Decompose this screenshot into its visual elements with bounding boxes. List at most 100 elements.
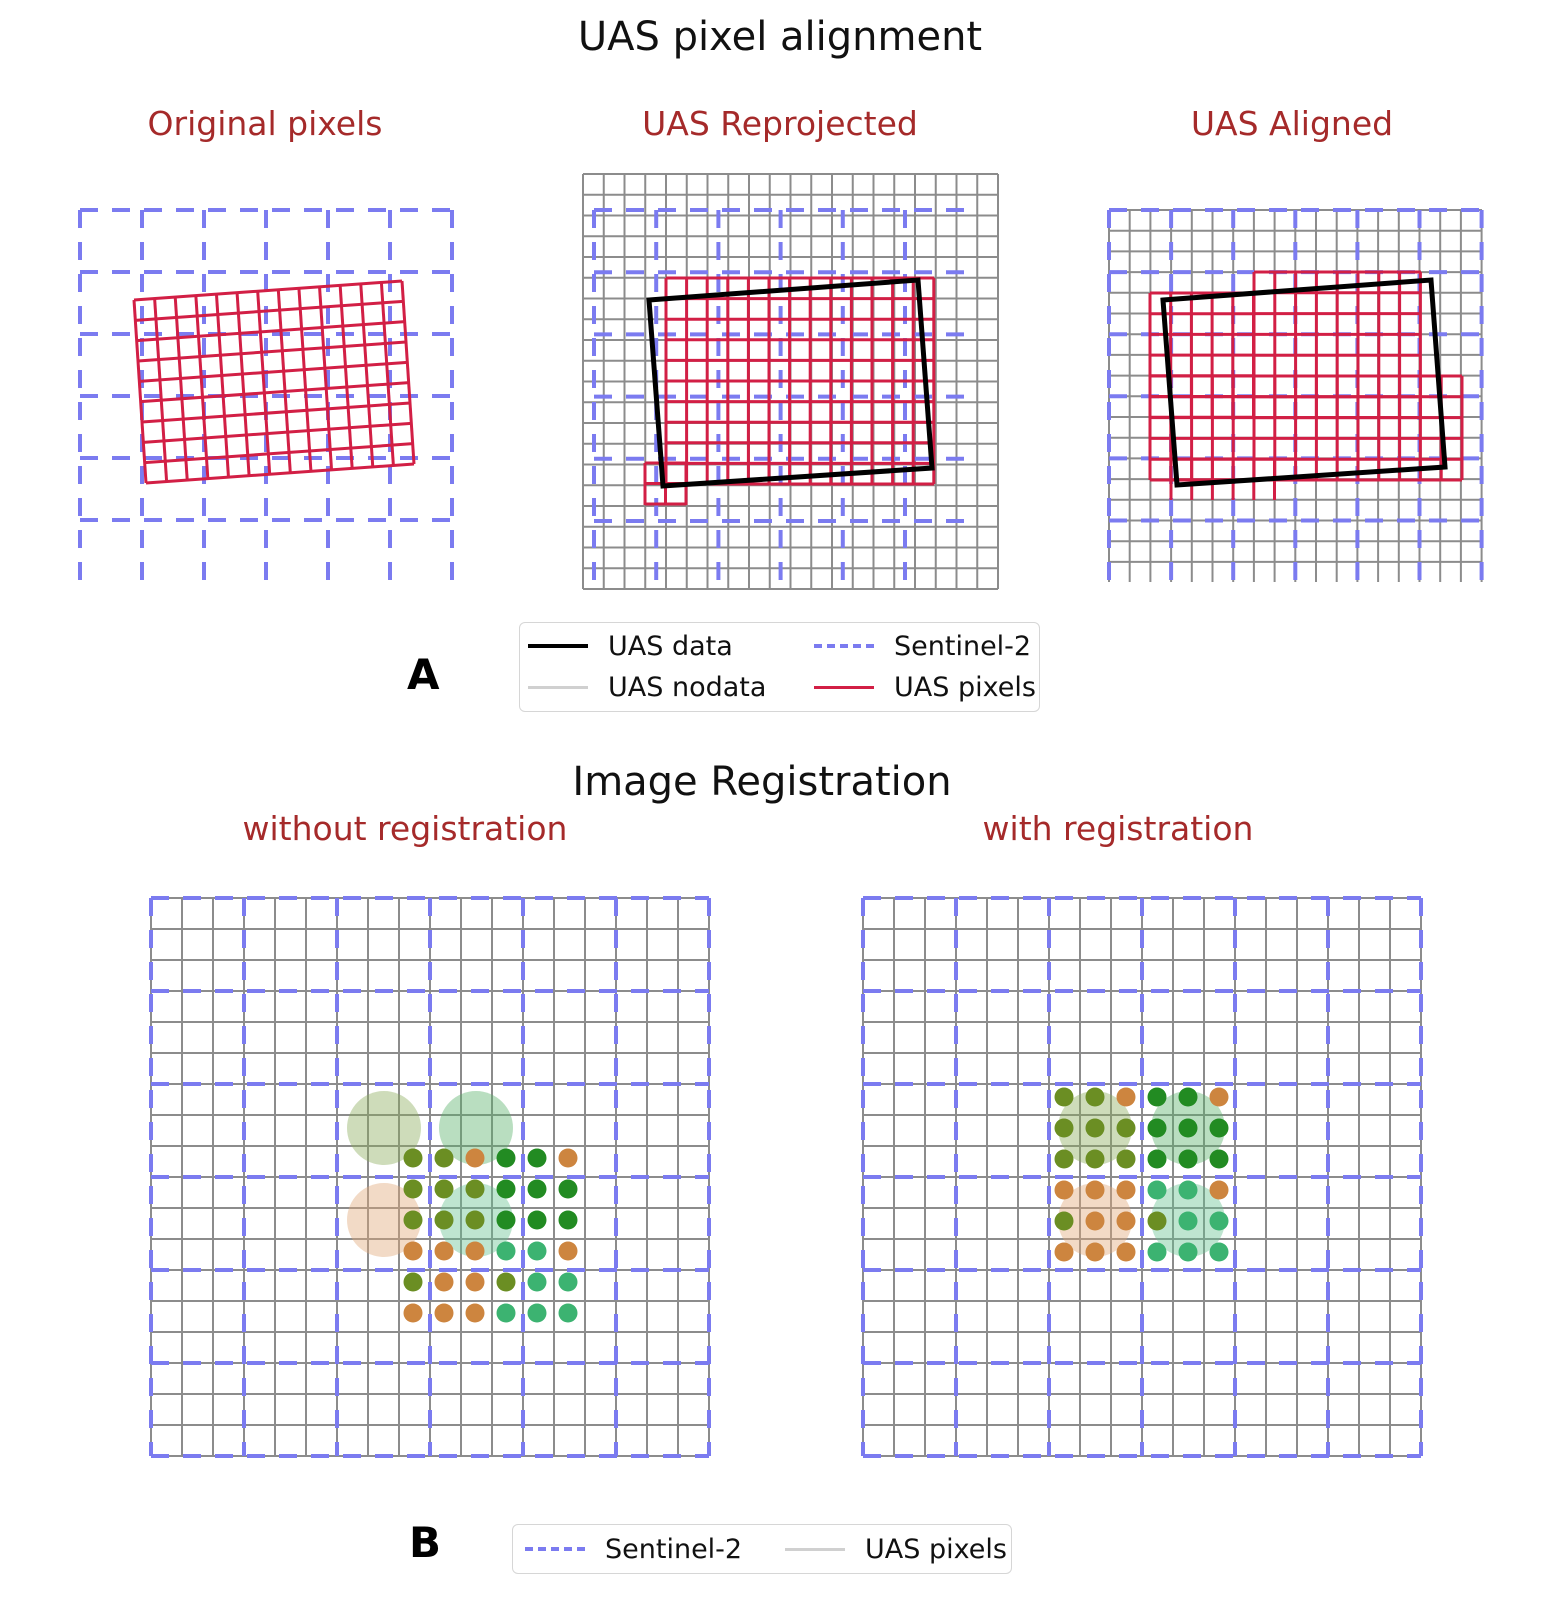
uas-pixel-dot [1085,1118,1105,1138]
uas-pixel-dot [465,1148,485,1168]
legend-label-uas-pixels: UAS pixels [894,671,1036,703]
panel-original-pixels [78,208,454,580]
uas-pixel-dot [1054,1242,1074,1262]
uas-pixel-dot [558,1241,578,1261]
uas-pixel-dot [1147,1087,1167,1107]
uas-data-outline [1160,277,1448,488]
uas-pixel-line [145,462,415,485]
uas-pixel-line [136,320,405,343]
uas-pixel-line [137,340,407,363]
sentinel-pixel-circle [347,1091,421,1165]
uas-pixel-line [400,280,416,465]
section-a-title: UAS pixel alignment [578,14,982,60]
uas-pixel-dot [1147,1211,1167,1231]
uas-pixel-dot [465,1179,485,1199]
uas-pixel-dot [1116,1242,1136,1262]
uas-pixel-line [379,282,395,466]
uas-pixel-line [143,421,412,444]
uas-pixel-dot [1209,1087,1229,1107]
uas-pixel-dot [1116,1149,1136,1169]
legend-swatch-sentinel [814,644,874,648]
uas-pixel-dot [496,1148,516,1168]
uas-pixel-line [144,442,413,465]
uas-pixel-dot [558,1210,578,1230]
sentinel-pixel-circle [347,1183,421,1257]
uas-pixel-dot [434,1148,454,1168]
uas-pixel-line [359,283,375,468]
uas-pixel-line [338,285,354,469]
uas-pixel-dot [527,1179,547,1199]
legend-item-uas-data: UAS data [528,626,733,666]
uas-pixel-dot [1178,1242,1198,1262]
uas-pixel-dot [1085,1149,1105,1169]
panel-with-registration [861,896,1423,1458]
legend-swatch-uas-pixels [814,685,874,689]
uas-pixel-dot [434,1179,454,1199]
uas-pixel-line [132,299,148,484]
uas-pixel-dot [1209,1242,1229,1262]
uas-pixel-dot [403,1179,423,1199]
legend-label-sentinel: Sentinel-2 [894,630,1032,662]
legend-swatch-uas-data [528,644,588,648]
uas-pixel-dot [1178,1087,1198,1107]
uas-pixel-dot [465,1303,485,1323]
legend-item-uas-nodata: UAS nodata [528,667,766,707]
uas-pixel-dot [1116,1180,1136,1200]
legend-a: UAS data Sentinel-2 UAS nodata UAS pixel… [519,622,1040,712]
uas-pixel-dot [434,1210,454,1230]
uas-pixel-dot [1209,1118,1229,1138]
uas-pixel-line [139,360,408,383]
uas-pixel-dot [1085,1211,1105,1231]
uas-pixel-line [141,401,411,424]
uas-pixel-dot [1209,1180,1229,1200]
legend-b-item-sentinel: Sentinel-2 [525,1529,742,1569]
uas-pixel-dot [403,1272,423,1292]
uas-pixel-dot [1147,1118,1167,1138]
uas-pixel-dot [403,1148,423,1168]
uas-pixel-dot [465,1210,485,1230]
uas-pixel-dot [1116,1087,1136,1107]
uas-pixel-dot [1085,1087,1105,1107]
legend-b-label-sentinel: Sentinel-2 [605,1533,743,1565]
panel-letter-a: A [407,650,440,699]
uas-pixel-dot [465,1272,485,1292]
uas-pixel-dot [403,1303,423,1323]
uas-pixel-dot [496,1210,516,1230]
uas-pixel-dot [434,1241,454,1261]
legend-label-uas-nodata: UAS nodata [608,671,767,703]
uas-pixel-dot [1147,1149,1167,1169]
uas-pixel-dot [527,1148,547,1168]
panel-uas-aligned [1107,208,1484,582]
uas-pixel-dot [1209,1211,1229,1231]
uas-pixel-dot [1085,1242,1105,1262]
uas-pixel-dot [558,1179,578,1199]
legend-b: Sentinel-2 UAS pixels [512,1524,1012,1574]
uas-data-outline [646,277,935,489]
uas-pixel-dot [1116,1211,1136,1231]
uas-pixel-line [194,295,210,479]
uas-pixel-dot [1054,1087,1074,1107]
subplot-title-without-registration: without registration [243,809,568,848]
uas-pixel-line [276,289,292,473]
uas-pixel-dot [1178,1180,1198,1200]
uas-pixel-dot [1178,1118,1198,1138]
uas-pixel-line [135,299,404,322]
legend-b-label-uas-pixels: UAS pixels [865,1533,1007,1565]
uas-pixel-dot [527,1241,547,1261]
subplot-title-original: Original pixels [148,104,383,143]
legend-b-swatch-sentinel [525,1547,585,1551]
uas-pixel-dot [1085,1180,1105,1200]
uas-pixel-line [256,291,272,475]
legend-item-sentinel: Sentinel-2 [814,626,1031,666]
uas-pixel-dot [1147,1180,1167,1200]
uas-pixel-dot [496,1241,516,1261]
uas-pixel-dot [1054,1149,1074,1169]
uas-pixel-dot [1054,1118,1074,1138]
uas-pixel-dot [1178,1149,1198,1169]
uas-pixel-dot [1147,1242,1167,1262]
uas-pixel-dot [496,1303,516,1323]
panel-without-registration [149,896,711,1458]
panel-uas-reprojected [582,173,999,590]
uas-pixel-dot [558,1303,578,1323]
